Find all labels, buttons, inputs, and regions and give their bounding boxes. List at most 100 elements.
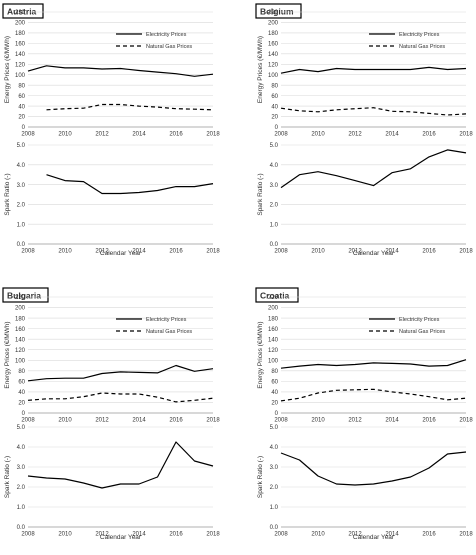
y-tick-label: 5.0	[270, 143, 279, 149]
y-tick-label: 3.0	[17, 465, 26, 471]
x-tick-label: 2018	[459, 132, 473, 138]
data-point	[391, 68, 393, 70]
y-tick-label: 120	[268, 62, 279, 68]
y-tick-label: 2.0	[270, 203, 279, 209]
x-tick-label: 2012	[348, 532, 362, 538]
y-tick-label: 0	[22, 125, 26, 131]
x-tick-label: 2016	[422, 132, 436, 138]
y-tick-label: 0.0	[270, 242, 279, 248]
data-point	[193, 370, 195, 372]
data-point	[446, 453, 448, 455]
y-tick-label: 4.0	[17, 163, 26, 169]
data-point	[372, 483, 374, 485]
y-axis-label: Spark Ratio (-)	[4, 173, 11, 215]
y-axis-label: Energy Prices (€/MWh)	[4, 321, 11, 388]
data-point	[45, 378, 47, 380]
chart-block-bulgaria: Bulgaria 0 20 40 60 80 100 120 140 160 180 200 220 20…	[2, 287, 220, 541]
y-tick-label: 120	[15, 62, 26, 68]
data-point	[119, 192, 121, 194]
x-tick-label: 2008	[274, 418, 288, 424]
y-tick-label: 80	[271, 83, 278, 89]
chart-block-belgium: Belgium 0 20 40 60 80 100 120 140 160 180 200 220 200…	[255, 3, 473, 257]
y-tick-label: 40	[271, 104, 278, 110]
spark-ratio-panel: 0.0 1.0 2.0 3.0 4.0 5.0 2008 2010 2012 2014 2016 20…	[4, 143, 220, 257]
data-point	[335, 483, 337, 485]
x-tick-label: 2008	[21, 249, 35, 255]
data-point	[212, 368, 214, 370]
electricity-prices-line	[280, 359, 467, 369]
spark-ratio-line	[280, 451, 467, 486]
y-tick-label: 120	[268, 348, 279, 354]
x-tick-label: 2014	[385, 132, 399, 138]
y-tick-label: 60	[18, 94, 25, 100]
data-point	[138, 371, 140, 373]
legend-label: Electricity Prices	[399, 32, 440, 38]
data-point	[317, 70, 319, 72]
y-tick-label: 0.0	[17, 525, 26, 531]
y-tick-label: 1.0	[17, 222, 26, 228]
data-point	[82, 377, 84, 379]
chart-block-croatia: Croatia 0 20 40 60 80 100 120 140 160 180 200 220 200…	[255, 287, 473, 541]
y-tick-label: 4.0	[270, 163, 279, 169]
data-point	[175, 108, 177, 110]
y-tick-label: 1.0	[270, 505, 279, 511]
price-panel: 0 20 40 60 80 100 120 140 160 180 200 220 2008 2010 20…	[257, 10, 473, 137]
y-tick-label: 4.0	[270, 445, 279, 451]
data-point	[193, 75, 195, 77]
x-tick-label: 2008	[274, 249, 288, 255]
data-point	[119, 393, 121, 395]
data-point	[280, 186, 282, 188]
data-point	[465, 152, 467, 154]
x-tick-label: 2012	[348, 418, 362, 424]
country-title: Belgium	[260, 7, 294, 17]
y-tick-label: 200	[268, 21, 279, 27]
electricity-prices-line	[27, 364, 214, 382]
data-point	[193, 399, 195, 401]
y-tick-label: 200	[268, 306, 279, 312]
data-point	[175, 72, 177, 74]
spark-ratio-panel: 0.0 1.0 2.0 3.0 4.0 5.0 2008 2010 2012 2014 2016 20…	[257, 425, 473, 541]
data-point	[280, 367, 282, 369]
data-point	[138, 69, 140, 71]
y-tick-label: 160	[15, 42, 26, 48]
data-point	[27, 70, 29, 72]
data-point	[409, 476, 411, 478]
spark-ratio-line	[46, 174, 214, 195]
x-tick-label: 2014	[385, 418, 399, 424]
data-point	[193, 108, 195, 110]
y-tick-label: 40	[18, 104, 25, 110]
country-title: Austria	[7, 7, 37, 17]
data-point	[45, 65, 47, 67]
y-tick-label: 100	[15, 73, 26, 79]
data-point	[317, 171, 319, 173]
legend: Electricity Prices Natural Gas Prices	[116, 317, 192, 335]
y-tick-label: 4.0	[17, 445, 26, 451]
data-point	[175, 364, 177, 366]
x-tick-label: 2018	[459, 532, 473, 538]
data-point	[82, 107, 84, 109]
data-point	[82, 180, 84, 182]
data-point	[156, 106, 158, 108]
y-tick-label: 100	[268, 73, 279, 79]
y-tick-label: 1.0	[270, 222, 279, 228]
data-point	[175, 185, 177, 187]
data-point	[354, 363, 356, 365]
y-tick-label: 0	[22, 411, 26, 417]
data-point	[298, 110, 300, 112]
data-point	[372, 388, 374, 390]
x-tick-label: 2012	[95, 249, 109, 255]
x-tick-label: 2018	[206, 249, 220, 255]
data-point	[354, 389, 356, 391]
data-point	[372, 362, 374, 364]
y-tick-label: 220	[268, 10, 279, 16]
data-point	[372, 184, 374, 186]
y-tick-label: 180	[15, 31, 26, 37]
y-tick-label: 5.0	[270, 425, 279, 431]
y-axis-label: Energy Prices (€/MWh)	[4, 36, 11, 103]
country-title-box	[255, 3, 302, 19]
data-point	[82, 482, 84, 484]
y-tick-label: 140	[15, 337, 26, 343]
x-tick-label: 2010	[311, 418, 325, 424]
x-tick-label: 2010	[58, 249, 72, 255]
y-tick-label: 100	[15, 358, 26, 364]
